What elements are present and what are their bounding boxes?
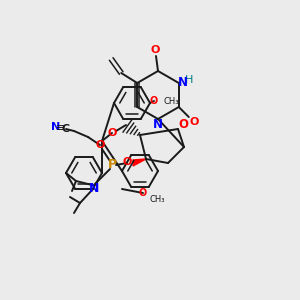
Text: O: O <box>178 118 188 131</box>
Text: N: N <box>178 76 188 88</box>
Text: P: P <box>107 158 117 172</box>
Text: O: O <box>189 117 199 127</box>
Text: O: O <box>122 157 132 167</box>
Text: H: H <box>184 75 193 85</box>
Text: N: N <box>51 122 61 132</box>
Text: N: N <box>153 118 163 130</box>
Text: O: O <box>139 188 147 198</box>
Text: O: O <box>150 45 160 55</box>
Text: O: O <box>95 140 105 150</box>
Text: N: N <box>89 182 99 196</box>
Text: O: O <box>107 128 117 138</box>
Text: O: O <box>150 96 158 106</box>
Text: C: C <box>62 124 70 134</box>
Text: CH₃: CH₃ <box>150 194 166 203</box>
Text: CH₃: CH₃ <box>164 97 179 106</box>
Text: ≡: ≡ <box>56 123 66 133</box>
Polygon shape <box>133 159 146 166</box>
